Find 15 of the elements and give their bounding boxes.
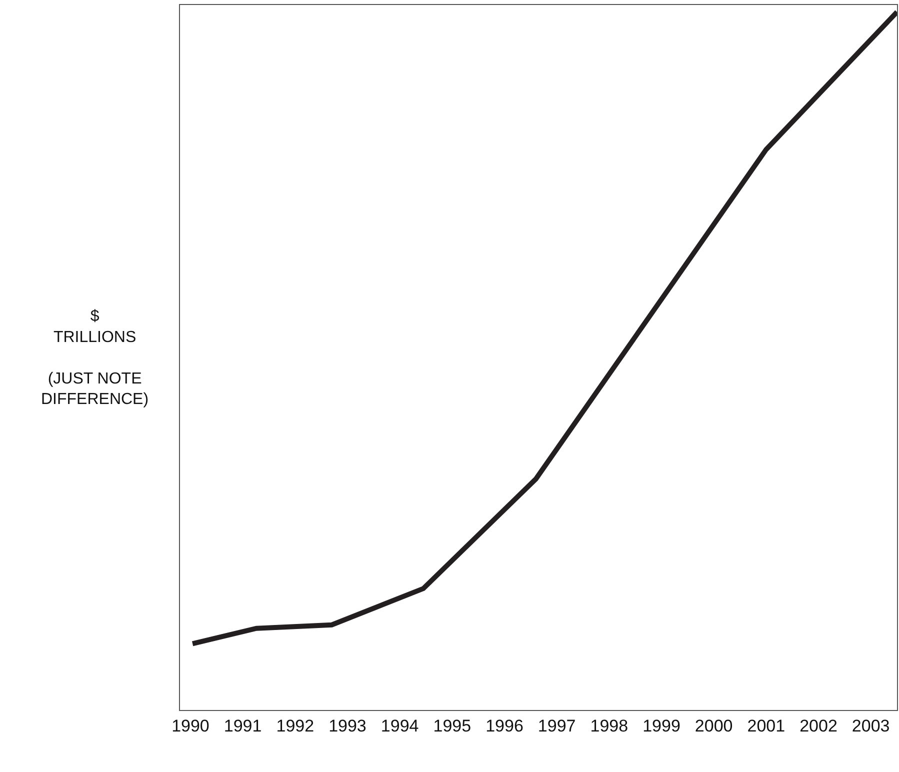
x-tick-label: 1990 [172, 716, 210, 736]
x-tick-label: 1997 [538, 716, 576, 736]
x-tick-label: 2000 [694, 716, 733, 736]
x-tick-label: 2001 [747, 716, 786, 736]
x-tick-label: 1995 [433, 716, 472, 736]
x-tick-label: 1991 [224, 716, 262, 736]
x-tick-label: 2003 [852, 716, 890, 736]
x-tick-label: 1999 [642, 716, 680, 736]
x-tick-label: 1994 [380, 716, 419, 736]
x-tick-label: 1992 [276, 716, 314, 736]
x-tick-label: 1996 [486, 716, 524, 736]
x-tick-label: 2002 [800, 716, 838, 736]
x-tick-label: 1993 [328, 716, 366, 736]
text: $ TRILLIONS (JUST NOTE DIFFERENCE) [41, 308, 149, 408]
x-tick-label: 1998 [590, 716, 628, 736]
